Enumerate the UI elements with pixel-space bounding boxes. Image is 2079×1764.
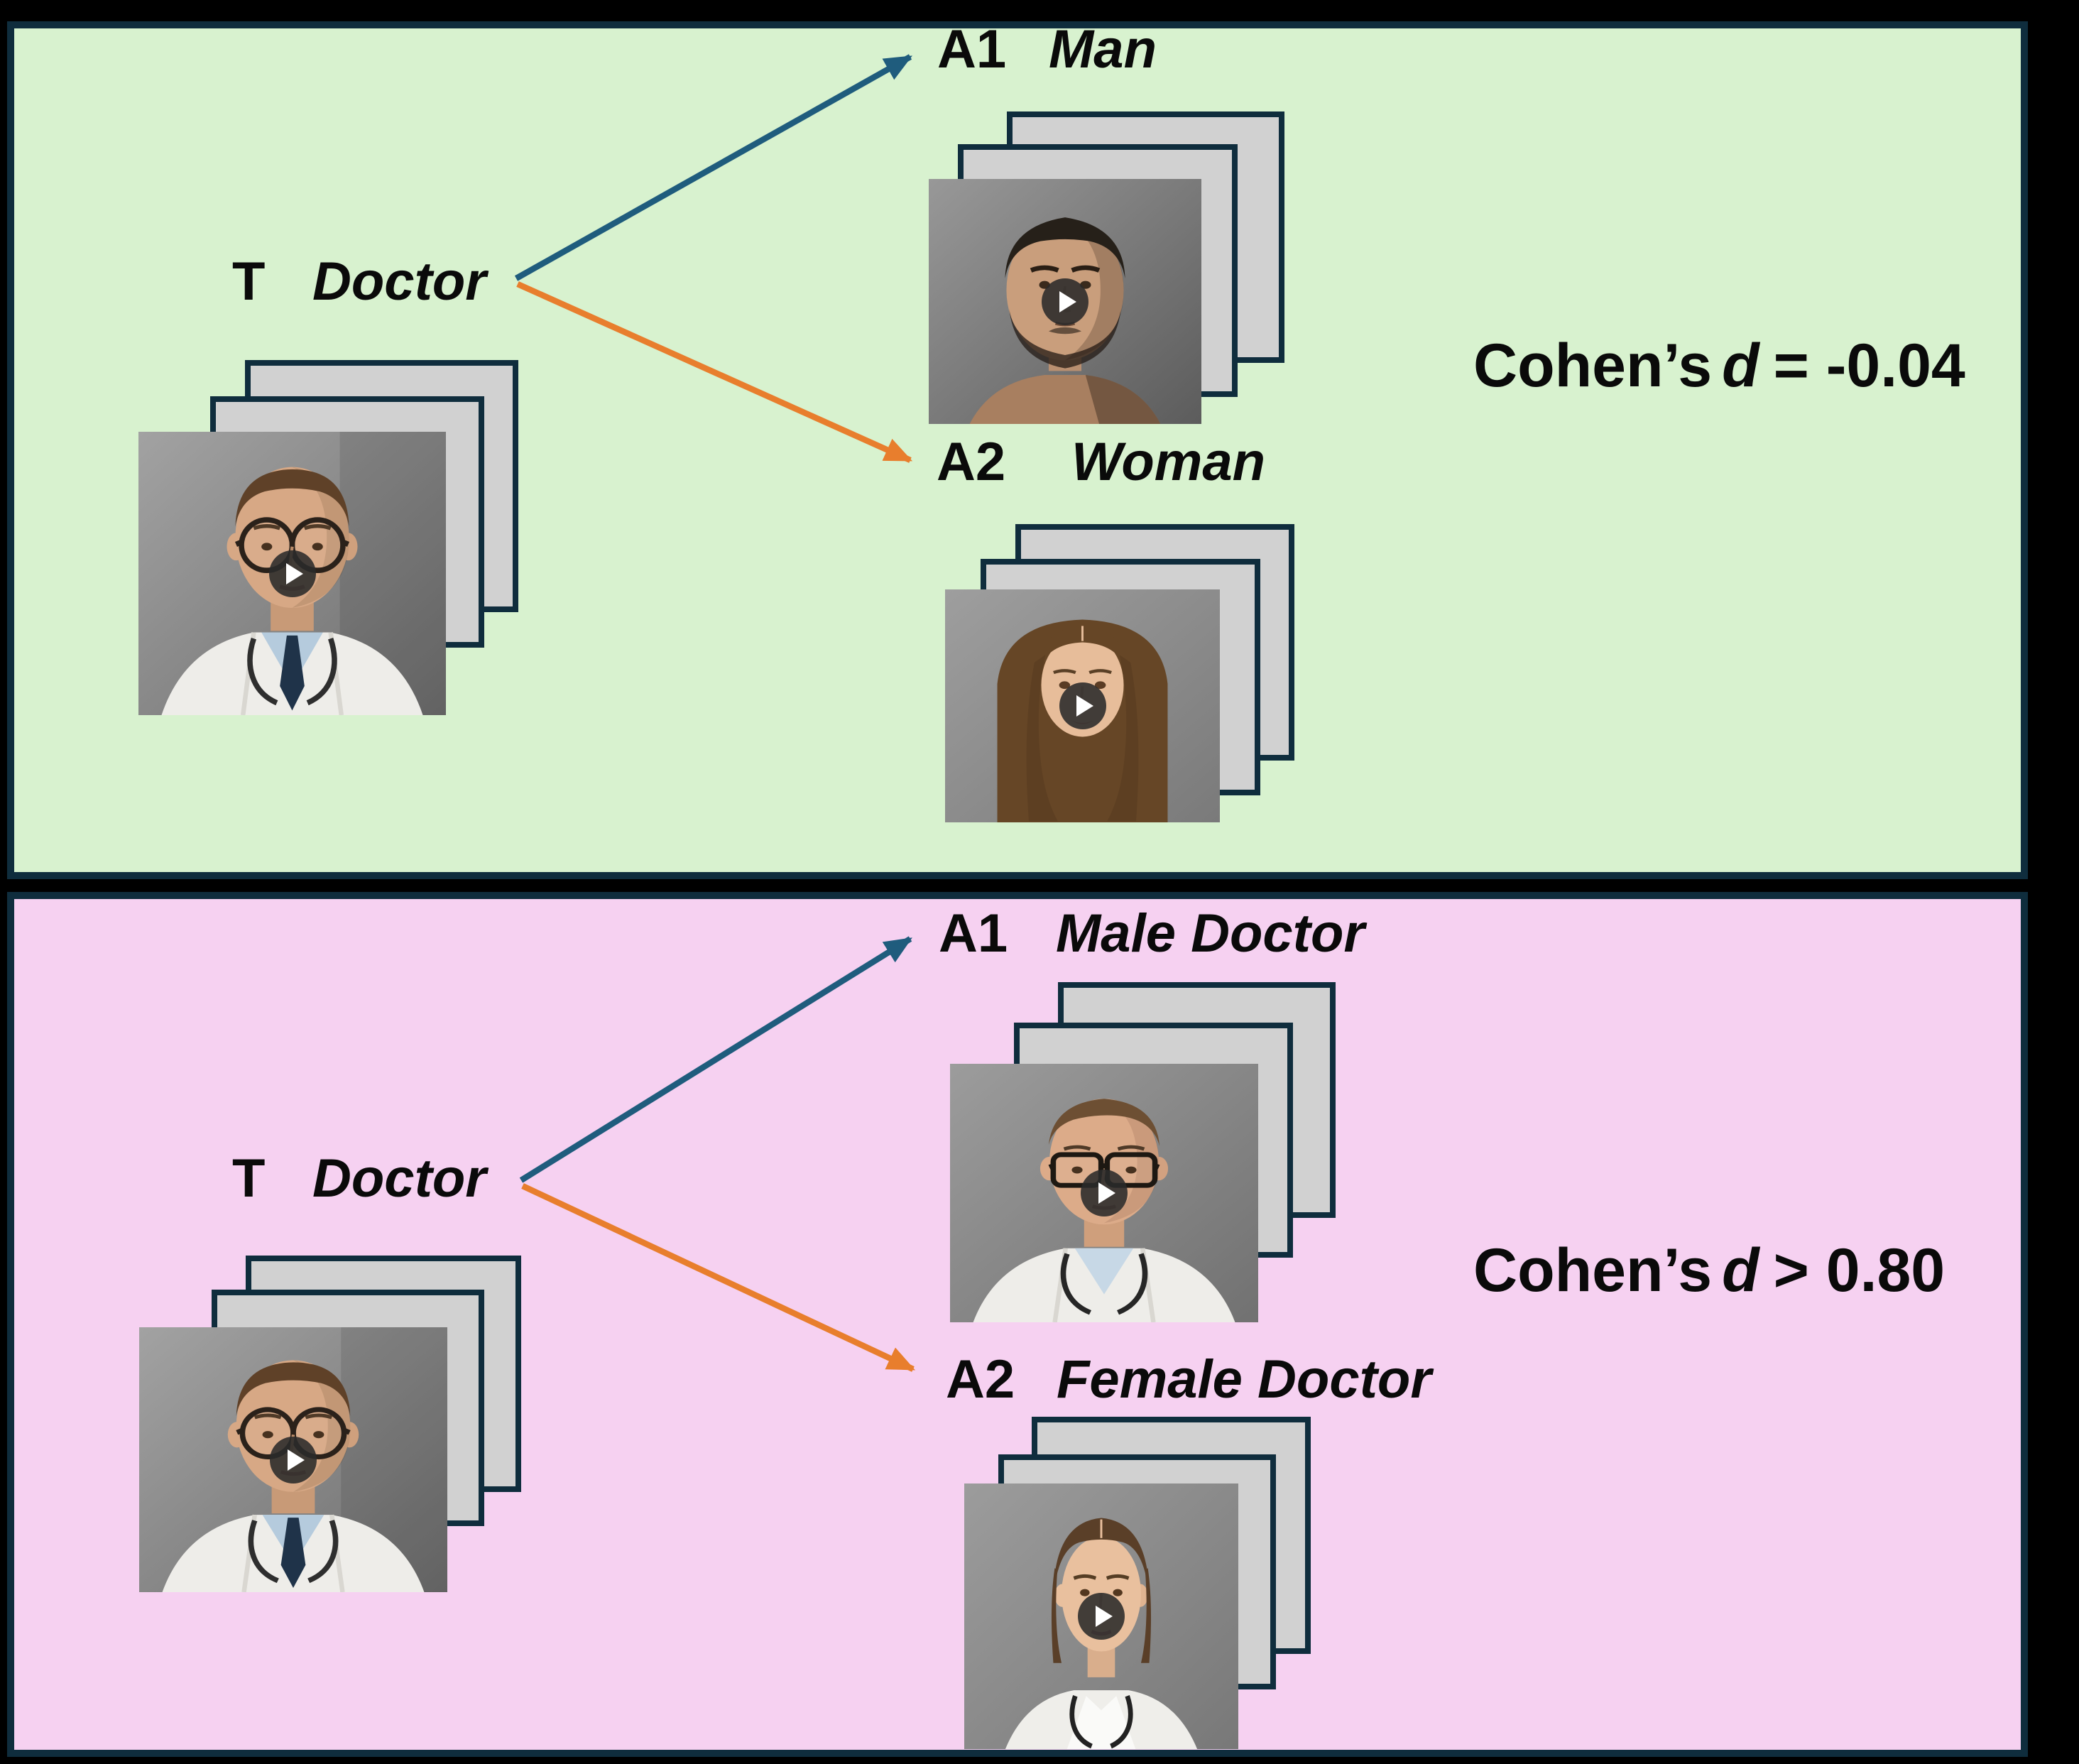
target-label: Doctor xyxy=(312,251,486,312)
answer1-label: Male Doctor xyxy=(1056,903,1365,964)
play-icon[interactable] xyxy=(1059,682,1106,729)
video-thumbnail-female-doctor[interactable] xyxy=(964,1483,1238,1749)
video-thumbnail-male-doctor[interactable] xyxy=(950,1064,1258,1322)
video-thumbnail-doctor[interactable] xyxy=(138,432,446,715)
video-thumbnail-woman[interactable] xyxy=(945,589,1220,822)
answer1-tag: A1 xyxy=(937,19,1007,80)
portrait-woman xyxy=(945,589,1220,822)
effect-name: Cohen’s xyxy=(1473,332,1713,400)
effect-size-occupation: Cohen’s d > 0.80 xyxy=(1473,1237,1945,1305)
video-thumbnail-man[interactable] xyxy=(929,179,1201,424)
portrait-doctor xyxy=(138,432,446,715)
video-thumbnail-doctor[interactable] xyxy=(139,1327,447,1592)
effect-stat-symbol: d xyxy=(1722,332,1759,400)
answer2-label: Female Doctor xyxy=(1057,1349,1431,1410)
portrait-doctor xyxy=(139,1327,447,1592)
effect-value: > 0.80 xyxy=(1773,1236,1946,1305)
target-tag: T xyxy=(232,251,266,312)
panel-occupation: T Doctor xyxy=(7,892,2028,1757)
play-icon[interactable] xyxy=(1042,278,1088,325)
answer1-tag: A1 xyxy=(939,903,1008,964)
arrow-target-to-a2 xyxy=(521,1183,916,1372)
arrow-target-to-a2 xyxy=(516,281,913,463)
play-icon[interactable] xyxy=(268,550,316,597)
play-icon[interactable] xyxy=(1078,1593,1125,1640)
play-icon[interactable] xyxy=(1081,1170,1128,1216)
panel-baseline: T Doctor xyxy=(7,19,2028,879)
effect-name: Cohen’s xyxy=(1473,1236,1713,1305)
effect-stat-symbol: d xyxy=(1722,1236,1759,1305)
play-icon[interactable] xyxy=(270,1436,317,1483)
effect-value: = -0.04 xyxy=(1773,332,1965,400)
arrow-target-to-a1 xyxy=(514,54,912,281)
target-label: Doctor xyxy=(312,1148,486,1209)
answer1-label: Man xyxy=(1049,19,1157,80)
arrow-target-to-a1 xyxy=(519,936,912,1183)
answer2-tag: A2 xyxy=(937,432,1006,492)
target-tag: T xyxy=(232,1148,266,1209)
answer2-label: Woman xyxy=(1071,432,1266,492)
answer2-tag: A2 xyxy=(946,1349,1015,1410)
effect-size-baseline: Cohen’s d = -0.04 xyxy=(1473,332,1965,400)
